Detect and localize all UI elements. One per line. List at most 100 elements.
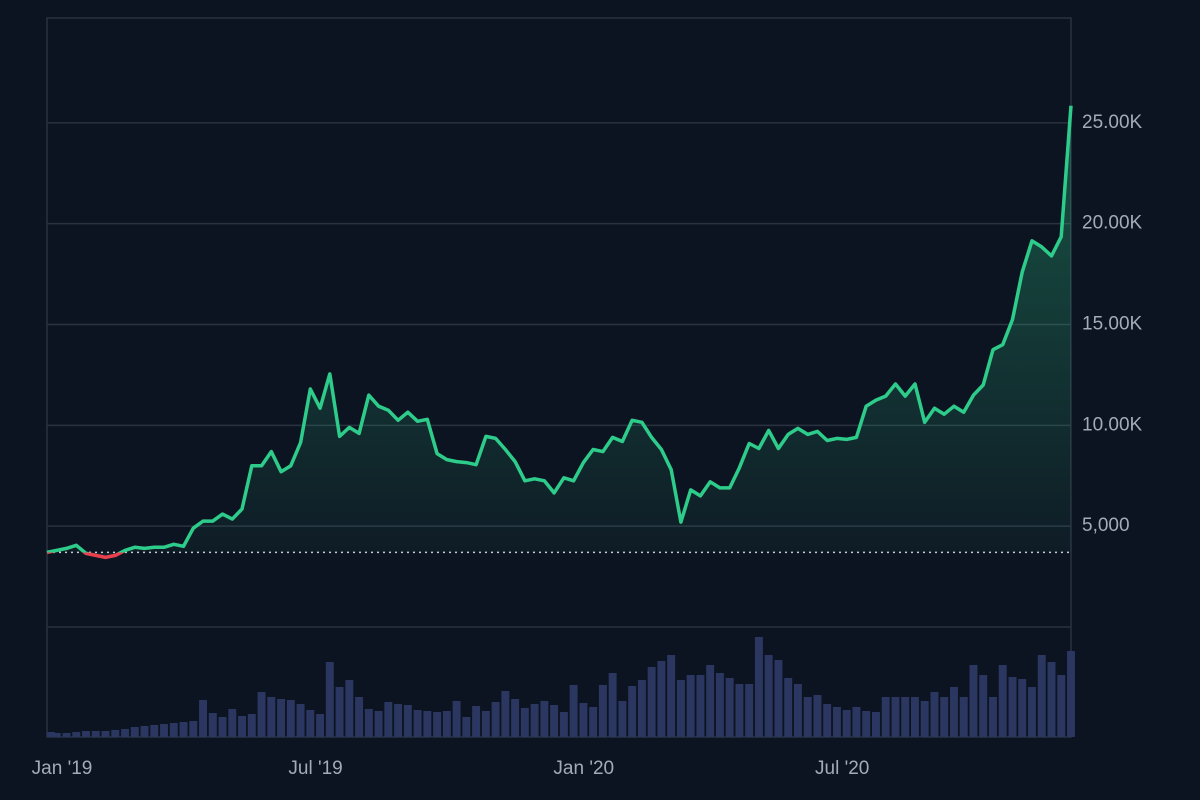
- volume-bar: [1037, 655, 1046, 737]
- price-line: [46, 105, 1073, 560]
- volume-bar: [160, 724, 168, 737]
- volume-bar: [491, 702, 500, 737]
- volume-bar: [530, 704, 539, 737]
- volume-bar: [130, 727, 139, 737]
- volume-bar: [501, 691, 510, 737]
- volume-bar: [257, 692, 266, 737]
- volume-bar: [735, 684, 744, 737]
- volume-bar: [774, 660, 783, 737]
- volume-bar: [891, 697, 900, 737]
- volume-bar: [793, 684, 802, 737]
- volume-bar: [764, 655, 773, 737]
- x-tick-label: Jul '19: [288, 758, 342, 779]
- volume-bar: [706, 665, 715, 737]
- volume-bar: [189, 721, 198, 737]
- volume-bar: [228, 709, 237, 737]
- volume-bar: [72, 732, 81, 737]
- volume-bar: [1057, 675, 1066, 737]
- volume-bar: [608, 673, 617, 737]
- volume-bar: [803, 697, 812, 737]
- volume-bar: [989, 697, 997, 737]
- volume-bar: [238, 716, 247, 737]
- volume-bar: [481, 711, 490, 737]
- plot-frame: [46, 17, 1072, 738]
- volume-bar: [277, 699, 286, 737]
- volume-bar: [911, 697, 919, 737]
- volume-bar: [686, 675, 695, 737]
- volume-bar: [657, 661, 666, 737]
- volume-bar: [940, 697, 949, 737]
- volume-bar: [62, 733, 71, 737]
- volume-bar: [959, 697, 968, 737]
- volume-bar: [306, 710, 315, 737]
- volume-bar: [579, 703, 588, 737]
- volume-bar: [1028, 687, 1036, 737]
- volume-bar: [111, 730, 120, 737]
- volume-bar: [998, 665, 1007, 737]
- volume-bar: [403, 705, 412, 737]
- volume-bar: [208, 713, 217, 737]
- volume-bar: [374, 711, 383, 737]
- volume-bar: [462, 717, 471, 737]
- volume-bar: [871, 712, 880, 737]
- volume-bar: [91, 731, 100, 737]
- volume-bar: [550, 705, 559, 737]
- volume-bar: [725, 678, 734, 737]
- price-area: [47, 105, 1071, 558]
- y-tick-label: 20.00K: [1082, 213, 1143, 234]
- volume-bar: [1067, 651, 1075, 737]
- volume-bar: [862, 711, 871, 737]
- volume-bar: [247, 714, 256, 737]
- volume-bar: [589, 707, 598, 737]
- volume-bar: [559, 712, 568, 737]
- volume-bar: [598, 685, 607, 737]
- volume-bar: [813, 695, 822, 737]
- volume-bar: [696, 675, 705, 737]
- y-tick-label: 10.00K: [1082, 414, 1143, 435]
- volume-bar: [345, 680, 354, 737]
- volume-bar: [969, 665, 978, 737]
- y-tick-label: 5,000: [1082, 515, 1130, 536]
- volume-bar: [569, 685, 578, 737]
- volume-bar: [335, 687, 344, 737]
- volume-bar: [413, 710, 422, 737]
- volume-bar: [121, 729, 129, 737]
- volume-bar: [676, 680, 685, 737]
- volume-bar: [101, 731, 110, 737]
- volume-bar: [979, 675, 988, 737]
- volume-bar: [930, 692, 939, 737]
- volume-bar: [852, 707, 861, 737]
- y-tick-label: 25.00K: [1082, 112, 1143, 133]
- volume-bar: [384, 702, 393, 737]
- x-tick-label: Jan '20: [553, 758, 614, 779]
- volume-bar: [433, 712, 442, 737]
- volume-bar: [52, 733, 61, 737]
- x-tick-label: Jan '19: [32, 758, 93, 779]
- volume-bar: [423, 711, 432, 737]
- volume-bar: [901, 697, 910, 737]
- volume-bar: [267, 697, 276, 737]
- volume-bar: [842, 710, 851, 737]
- volume-bar: [667, 655, 676, 737]
- volume-bar: [618, 701, 627, 737]
- x-tick-label: Jul '20: [815, 758, 869, 779]
- volume-bar: [950, 687, 958, 737]
- volume-bar: [1008, 677, 1017, 737]
- volume-bar: [286, 700, 295, 737]
- volume-bar: [179, 722, 188, 737]
- volume-bar: [511, 699, 520, 737]
- volume-bar: [754, 637, 763, 737]
- volume-bar: [364, 709, 373, 737]
- volume-bar: [832, 707, 841, 737]
- volume-bar: [540, 701, 549, 737]
- volume-bar: [745, 684, 754, 737]
- volume-bar: [296, 704, 305, 737]
- volume-bar: [82, 731, 90, 737]
- volume-bar: [452, 701, 461, 737]
- volume-bar: [325, 662, 334, 737]
- volume-bar: [150, 725, 159, 737]
- volume-bar: [637, 680, 646, 737]
- volume-bar: [920, 701, 929, 737]
- volume-bar: [169, 723, 178, 737]
